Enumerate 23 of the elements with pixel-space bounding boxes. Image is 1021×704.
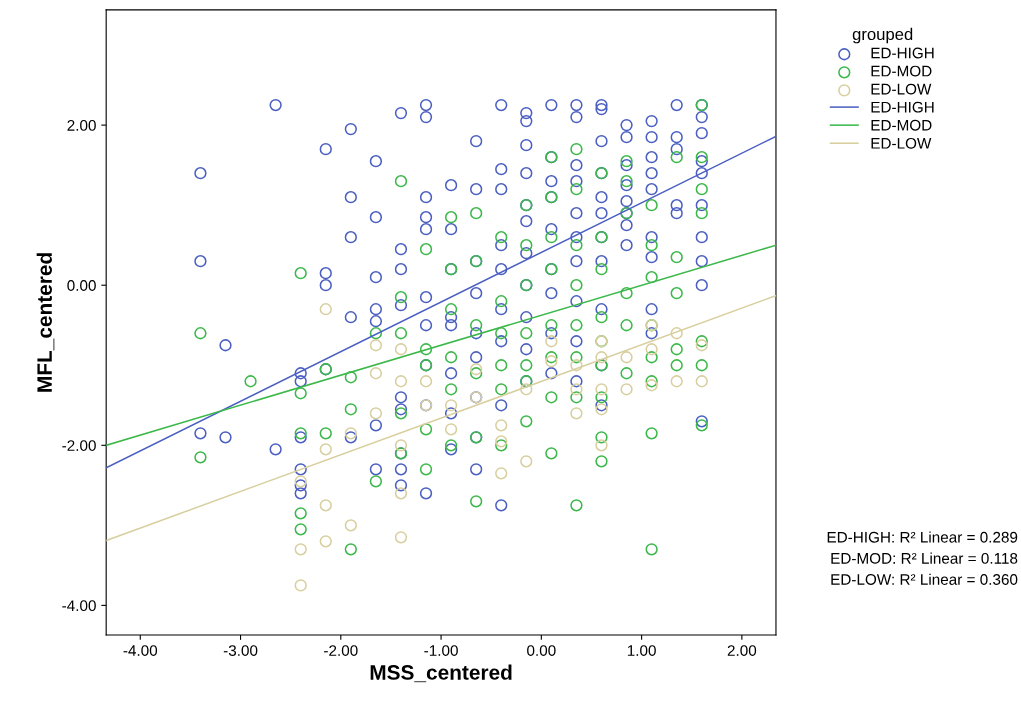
- legend-title: grouped: [852, 27, 913, 44]
- y-tick-label: -4.00: [62, 600, 96, 612]
- x-tick-label: -4.00: [123, 645, 158, 656]
- text: ED-HIGH: R² Linear = 0.289: [827, 531, 1018, 543]
- y-axis-title: MFL_centered: [36, 253, 55, 392]
- y-tick-label: 0.00: [67, 280, 96, 291]
- text: ED-LOW: R² Linear = 0.360: [831, 573, 1018, 585]
- y-tick-label: -2.00: [62, 440, 96, 451]
- x-tick-label: 1.00: [627, 645, 656, 656]
- legend-label: ED-LOW: [871, 83, 932, 95]
- x-tick-label: -1.00: [424, 645, 458, 656]
- legend-label: ED-MOD: [871, 65, 932, 77]
- y-tick-label: 2.00: [67, 119, 96, 131]
- x-tick-label: -2.00: [324, 645, 358, 656]
- x-tick-label: 2.00: [727, 645, 757, 656]
- legend-label: ED-HIGH: [871, 47, 934, 59]
- x-tick-label: -3.00: [223, 645, 258, 656]
- legend-label: ED-HIGH: [871, 101, 934, 113]
- x-axis-title: MSS_centered: [370, 664, 512, 683]
- x-tick-label: 0.00: [527, 645, 556, 656]
- legend-label: ED-LOW: [871, 137, 932, 149]
- text: ED-MOD: R² Linear = 0.118: [831, 552, 1018, 564]
- legend-label: ED-MOD: [871, 119, 932, 131]
